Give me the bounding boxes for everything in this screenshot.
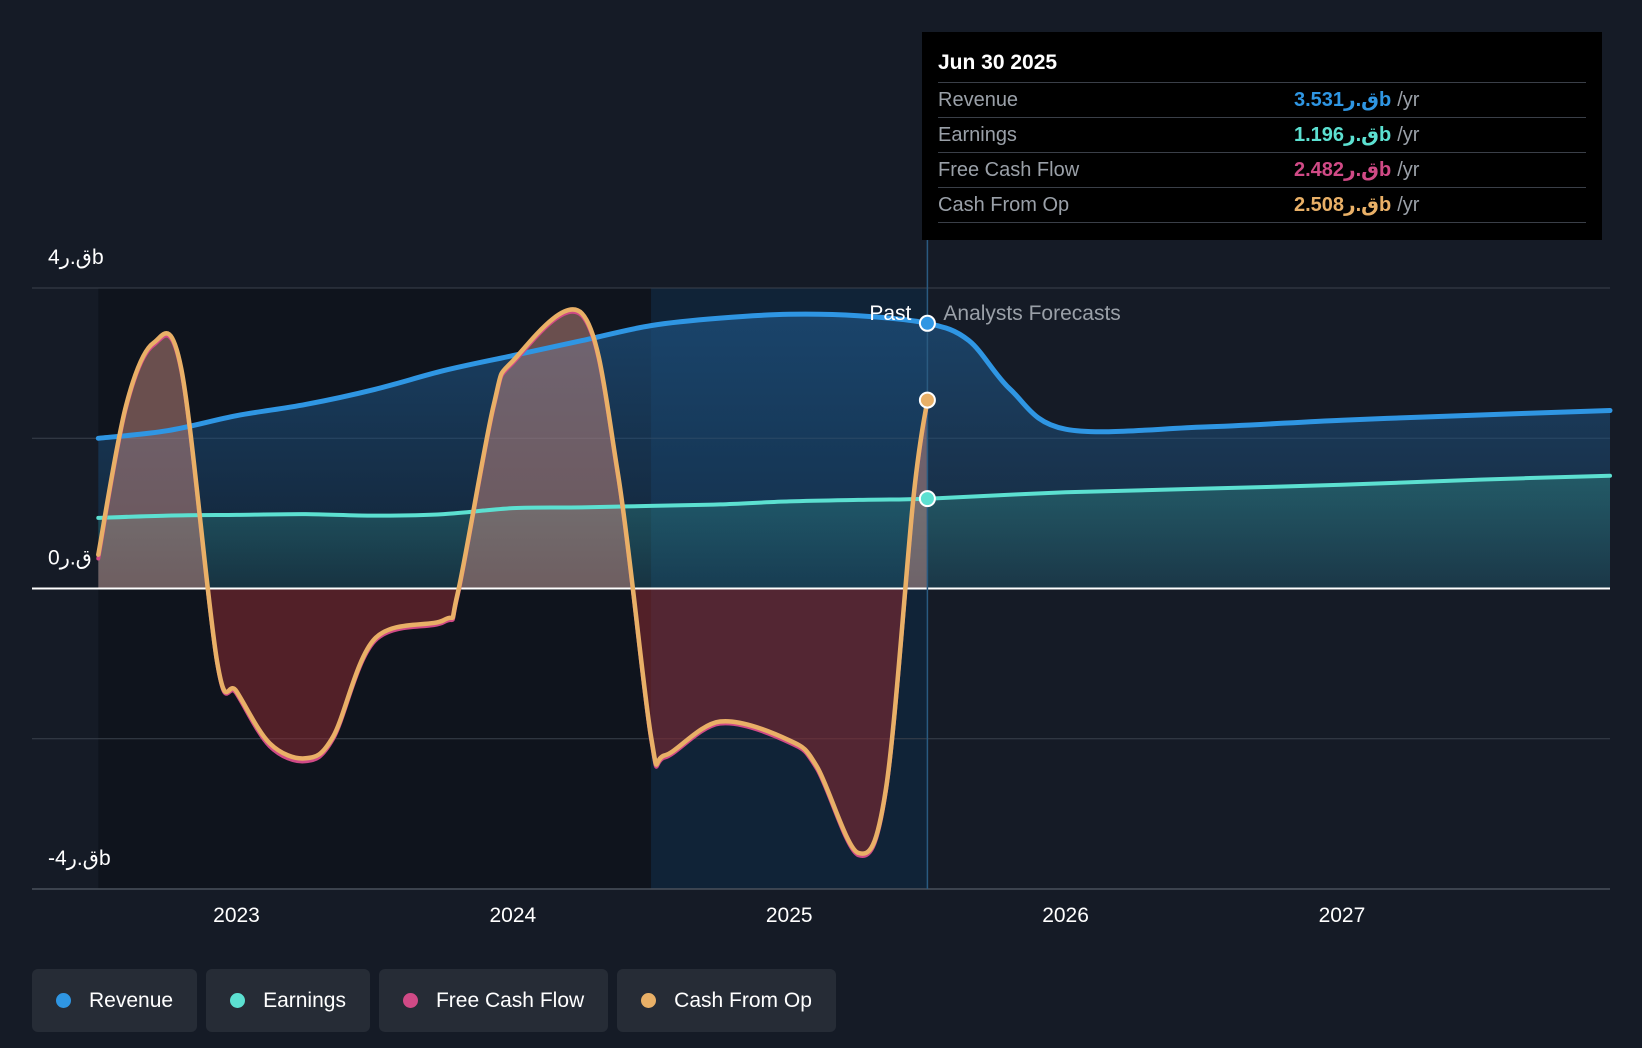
y-tick-label: 0ق.ر bbox=[48, 547, 92, 571]
tooltip-unit: /yr bbox=[1397, 124, 1420, 146]
tooltip-label: Revenue bbox=[938, 89, 1019, 111]
legend-label: Free Cash Flow bbox=[435, 988, 585, 1012]
cash-from-op-area-positive bbox=[98, 309, 928, 589]
cash-from-op-area-negative bbox=[98, 588, 928, 854]
legend-item-free-cash-flow[interactable]: Free Cash Flow bbox=[378, 969, 609, 1032]
tooltip-panel: Jun 30 2025 Revenue 3.531ق.رb /yr Earnin… bbox=[922, 32, 1602, 240]
past-label: Past bbox=[869, 302, 911, 325]
x-tick-label: 2023 bbox=[213, 904, 260, 927]
x-tick-label: 2025 bbox=[766, 904, 813, 927]
tooltip-value: 1.196ق.رb bbox=[1294, 124, 1392, 146]
legend-label: Earnings bbox=[263, 988, 346, 1012]
legend-dot-icon bbox=[641, 993, 657, 1008]
cash-from-op-marker bbox=[918, 391, 936, 409]
legend-label: Cash From Op bbox=[674, 988, 812, 1012]
tooltip-unit: /yr bbox=[1397, 159, 1420, 181]
revenue-line bbox=[95, 311, 1613, 441]
x-tick-label: 2027 bbox=[1319, 904, 1366, 927]
tooltip-value: 2.482ق.رb bbox=[1294, 159, 1392, 181]
tooltip-label: Free Cash Flow bbox=[938, 159, 1080, 181]
legend-item-revenue[interactable]: Revenue bbox=[32, 969, 198, 1032]
earnings-line bbox=[96, 473, 1612, 520]
tooltip-unit: /yr bbox=[1397, 194, 1420, 216]
tooltip-row-revenue: Revenue 3.531ق.رb /yr bbox=[938, 83, 1586, 118]
tooltip-row-free-cash-flow: Free Cash Flow 2.482ق.رb /yr bbox=[938, 153, 1586, 188]
earnings-marker bbox=[918, 490, 936, 508]
cash-from-op-line bbox=[96, 307, 930, 856]
y-tick-label: 4ق.رb bbox=[48, 246, 104, 270]
x-tick-label: 2024 bbox=[490, 904, 537, 927]
legend-dot-icon bbox=[402, 993, 418, 1008]
tooltip-row-cash-from-op: Cash From Op 2.508ق.رb /yr bbox=[938, 188, 1586, 223]
legend-dot-icon bbox=[230, 993, 246, 1008]
tooltip-unit: /yr bbox=[1397, 89, 1420, 111]
legend-item-earnings[interactable]: Earnings bbox=[206, 969, 370, 1032]
tooltip-date: Jun 30 2025 bbox=[938, 46, 1586, 83]
legend-dot-icon bbox=[56, 993, 71, 1008]
y-tick-label: -4ق.رb bbox=[48, 847, 111, 871]
forecast-label: Analysts Forecasts bbox=[943, 302, 1120, 325]
tooltip-label: Cash From Op bbox=[938, 194, 1070, 216]
legend-item-cash-from-op[interactable]: Cash From Op bbox=[617, 969, 836, 1032]
tooltip-row-earnings: Earnings 1.196ق.رb /yr bbox=[938, 118, 1586, 153]
tooltip-value: 2.508ق.رb bbox=[1294, 194, 1392, 216]
revenue-marker bbox=[918, 314, 936, 332]
tooltip-label: Earnings bbox=[938, 124, 1017, 146]
legend-label: Revenue bbox=[89, 988, 174, 1012]
tooltip-value: 3.531ق.رb bbox=[1294, 89, 1392, 111]
legend: Revenue Earnings Free Cash Flow Cash Fro… bbox=[32, 969, 836, 1032]
x-tick-label: 2026 bbox=[1042, 904, 1089, 927]
